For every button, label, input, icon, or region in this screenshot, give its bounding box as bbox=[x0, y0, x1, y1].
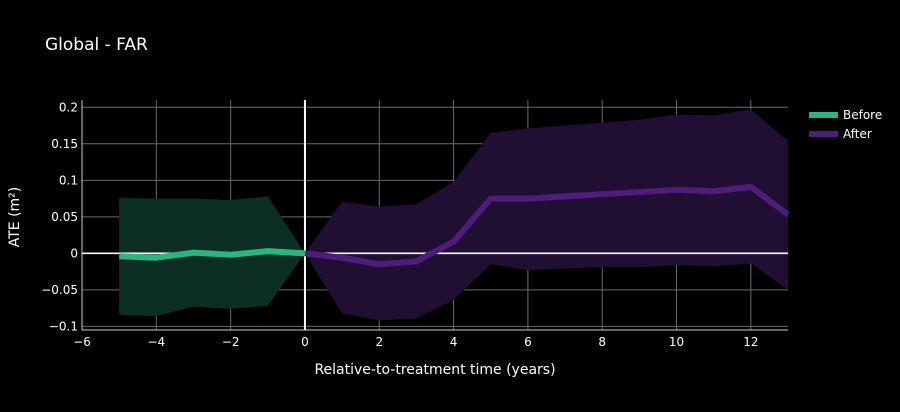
confidence-band-after bbox=[304, 109, 788, 321]
x-tick-label: −4 bbox=[147, 335, 165, 349]
legend[interactable]: Before After bbox=[809, 108, 882, 141]
axes: −6 −4 −2 0 2 4 6 8 10 12 −0.1 −0.05 0 0.05 0.1 0.15 0.2 bbox=[41, 100, 788, 349]
series-line-before bbox=[119, 248, 306, 261]
legend-label: Before bbox=[843, 108, 882, 122]
y-tick-label: 0 bbox=[70, 246, 78, 260]
x-tick-label: 0 bbox=[301, 335, 309, 349]
legend-item-before[interactable]: Before bbox=[809, 108, 882, 122]
series-lines bbox=[119, 183, 790, 268]
y-tick-label: −0.1 bbox=[49, 319, 78, 333]
x-tick-label: −6 bbox=[73, 335, 91, 349]
x-tick-label: 4 bbox=[450, 335, 458, 349]
y-tick-label: −0.05 bbox=[41, 283, 78, 297]
y-tick-label: 0.2 bbox=[59, 100, 78, 114]
series-line-after bbox=[304, 183, 790, 268]
x-axis-title: Relative-to-treatment time (years) bbox=[314, 362, 555, 378]
y-tick-label: 0.1 bbox=[59, 173, 78, 187]
x-tick-label: 6 bbox=[524, 335, 532, 349]
x-tick-label: 2 bbox=[375, 335, 383, 349]
legend-label: After bbox=[843, 127, 872, 141]
y-axis-title: ATE (m²) bbox=[7, 187, 23, 248]
legend-item-after[interactable]: After bbox=[809, 127, 872, 141]
y-tick-label: 0.15 bbox=[51, 137, 78, 151]
x-tick-label: −2 bbox=[222, 335, 240, 349]
x-tick-label: 8 bbox=[598, 335, 606, 349]
y-tick-label: 0.05 bbox=[51, 210, 78, 224]
chart-title: Global - FAR bbox=[45, 35, 148, 55]
x-tick-label: 12 bbox=[743, 335, 758, 349]
x-tick-label: 10 bbox=[669, 335, 684, 349]
